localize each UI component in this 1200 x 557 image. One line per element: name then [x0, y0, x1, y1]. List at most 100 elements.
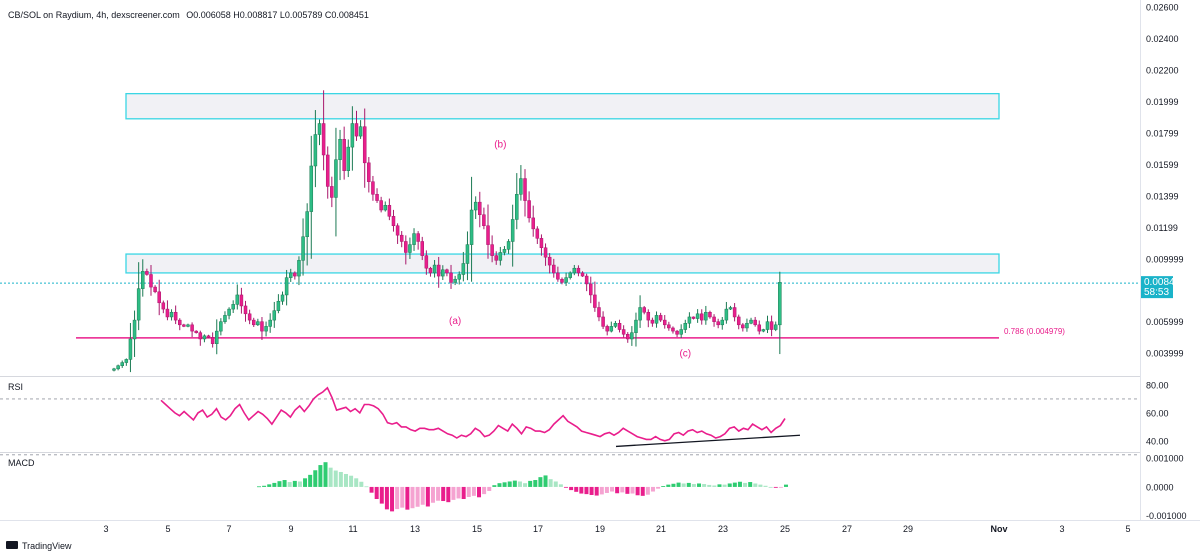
candle-down — [589, 283, 593, 296]
macd-histogram-bar — [333, 470, 338, 487]
macd-histogram-bar — [548, 479, 553, 487]
wave-labels[interactable]: (b) (a) (c) — [449, 140, 691, 360]
candle-up — [568, 272, 572, 278]
candle-up — [613, 322, 618, 327]
candle-down — [239, 294, 244, 307]
candle-up — [687, 316, 692, 324]
candle-up — [268, 319, 272, 327]
macd-histogram-bar — [405, 486, 410, 510]
candle-down — [342, 138, 346, 171]
candle-up — [301, 236, 305, 261]
candle-up — [124, 359, 129, 363]
macd-histogram-bar — [604, 486, 609, 493]
last-price-tag-background — [1141, 276, 1173, 299]
candle-up — [256, 321, 260, 326]
candle-down — [157, 291, 161, 304]
macd-histogram-bar — [661, 486, 666, 487]
time-tick-label: 25 — [780, 524, 790, 534]
macd-histogram-bar — [328, 467, 333, 487]
candle-down — [736, 316, 741, 326]
macd-histogram-bar — [543, 475, 548, 487]
macd-histogram-bar — [425, 486, 430, 507]
tradingview-logo[interactable]: TradingView — [6, 541, 72, 551]
macd-histogram-bar — [400, 486, 405, 508]
macd-histogram-bar — [528, 480, 533, 487]
candle-up — [284, 277, 289, 296]
macd-histogram-bar — [666, 484, 671, 487]
macd-histogram-bar — [379, 486, 384, 504]
candle-down — [404, 241, 408, 253]
macd-histogram-bar — [584, 486, 589, 495]
candle-down — [662, 319, 667, 326]
candle-down — [379, 200, 383, 211]
time-axis[interactable]: 3 5 7 9 11 13 15 17 19 21 23 25 27 29 Nov 3 5 — [103, 524, 1130, 534]
price-axis[interactable]: 0.02600 0.02400 0.02200 0.01999 0.01799 0.015… — [1146, 3, 1184, 359]
candle-up — [679, 329, 683, 335]
time-tick-label: 9 — [288, 524, 293, 534]
candle-down — [165, 308, 170, 318]
candle-up — [630, 332, 634, 340]
macd-histogram-bar — [374, 486, 379, 500]
macd-histogram-bar — [676, 482, 681, 487]
candle-down — [428, 267, 433, 274]
candle-down — [621, 329, 626, 335]
candle-down — [367, 162, 371, 182]
macd-histogram-bar — [594, 486, 599, 496]
macd-histogram-bar — [640, 486, 645, 496]
macd-histogram-bar — [507, 481, 512, 487]
candle-up — [128, 338, 133, 360]
time-tick-label: 17 — [533, 524, 543, 534]
macd-histogram-bar — [313, 470, 318, 487]
candle-down — [753, 319, 757, 326]
fib-level-line[interactable]: 0.786 (0.004979) — [76, 327, 1065, 339]
candle-up — [765, 321, 770, 330]
macd-histogram-bar — [343, 473, 348, 487]
wave-label: (c) — [679, 348, 691, 359]
candle-down — [741, 324, 745, 329]
candle-down — [321, 123, 326, 156]
time-tick-label: 19 — [595, 524, 605, 534]
macd-histogram-bar — [272, 482, 277, 487]
candle-up — [638, 307, 642, 321]
candle-up — [515, 194, 519, 220]
macd-histogram-bar — [758, 484, 763, 487]
candle-down — [691, 316, 696, 319]
time-tick-label: 7 — [226, 524, 231, 534]
macd-pane-label: MACD — [8, 458, 35, 468]
macd-histogram-bar — [635, 486, 640, 496]
candle-down — [395, 225, 400, 236]
price-tick-label: 0.02400 — [1146, 34, 1179, 44]
candle-up — [297, 260, 301, 277]
macd-histogram-bar — [712, 485, 717, 487]
time-tick-label: 5 — [165, 524, 170, 534]
candle-down — [190, 324, 194, 332]
rsi-trendline — [615, 434, 801, 448]
supply-demand-zones[interactable] — [125, 92, 1000, 274]
macd-histogram-bar — [732, 482, 737, 487]
candle-up — [683, 322, 688, 330]
macd-histogram-bar — [497, 483, 502, 487]
time-tick-label: 15 — [472, 524, 482, 534]
macd-histogram-bar — [262, 485, 267, 487]
macd-histogram-bar — [461, 486, 466, 500]
candle-down — [153, 286, 157, 293]
candle-down — [210, 337, 215, 344]
candle-up — [202, 335, 207, 340]
candle-down — [646, 311, 651, 321]
candle-down — [436, 264, 441, 277]
candle-up — [412, 233, 416, 245]
macd-histogram-bar — [456, 486, 461, 499]
macd-histogram-bar — [477, 486, 482, 498]
candle-up — [457, 274, 461, 280]
candle-down — [584, 275, 589, 285]
candle-up — [432, 264, 437, 274]
price-tick-label: 0.009999 — [1146, 254, 1184, 264]
candle-up — [728, 307, 733, 310]
macd-histogram-bar — [553, 481, 558, 487]
macd-pane: 0.001000 0.0000 -0.001000 — [257, 454, 1187, 521]
macd-histogram-bar — [768, 486, 773, 488]
candle-down — [490, 244, 494, 256]
macd-histogram-bar — [282, 480, 287, 487]
macd-histogram-bar — [523, 483, 528, 487]
candle-down — [523, 178, 527, 201]
